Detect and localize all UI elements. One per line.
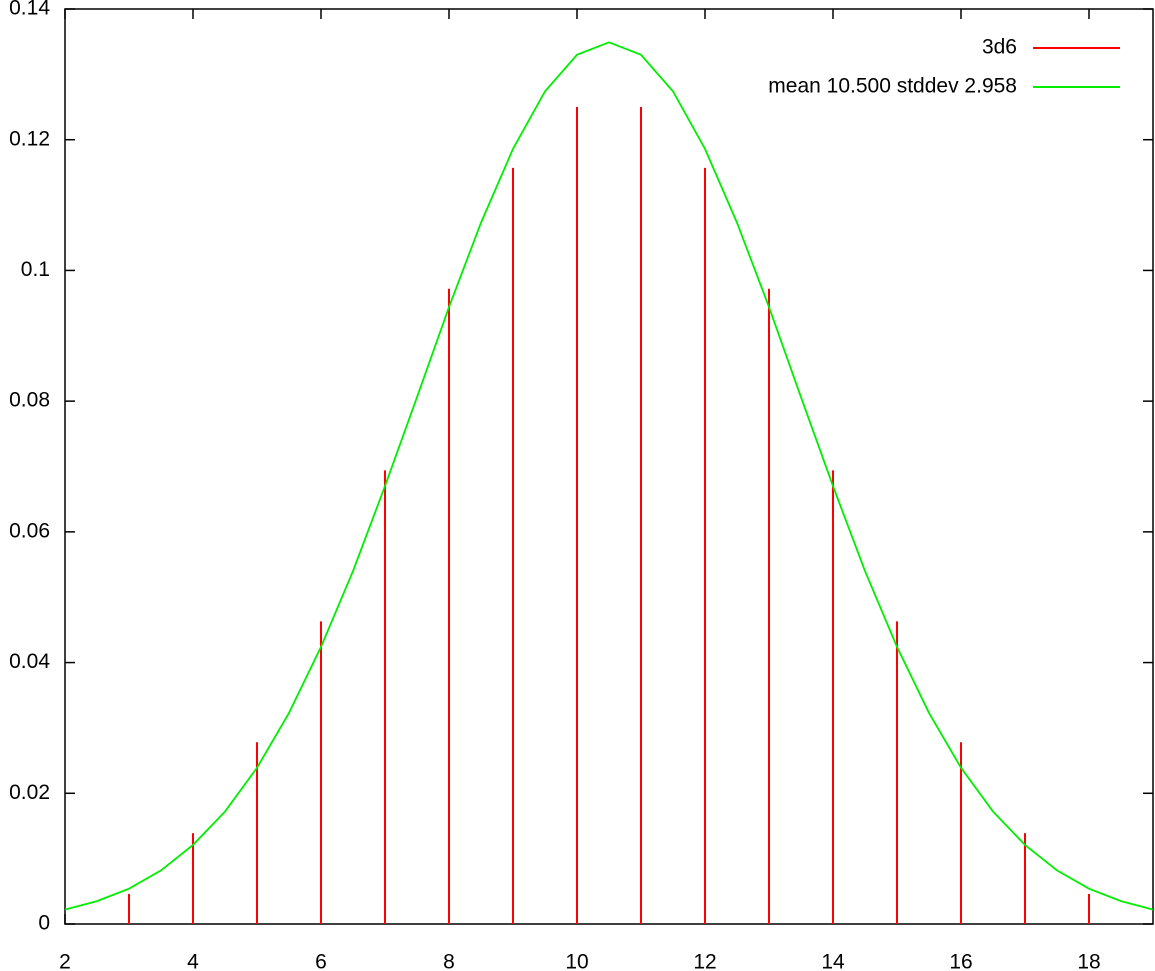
x-tick-label: 8: [443, 951, 455, 971]
x-tick-label: 18: [1077, 951, 1100, 971]
x-tick-label: 12: [693, 951, 716, 971]
y-tick-label: 0.1: [21, 258, 50, 281]
y-tick-label: 0: [38, 912, 50, 935]
y-tick-label: 0.14: [9, 0, 50, 20]
y-tick-label: 0.08: [9, 389, 50, 412]
legend-label: 3d6: [982, 36, 1017, 59]
x-tick-label: 4: [187, 951, 199, 971]
y-tick-label: 0.02: [9, 781, 50, 804]
y-tick-label: 0.04: [9, 650, 50, 673]
y-tick-label: 0.06: [9, 519, 50, 542]
legend-label: mean 10.500 stddev 2.958: [768, 75, 1017, 98]
curve: [64, 41, 1154, 911]
x-tick-label: 14: [821, 951, 845, 971]
x-tick-label: 2: [59, 951, 71, 971]
y-tick-label: 0.12: [9, 127, 50, 150]
plot-frame: [64, 8, 1154, 925]
x-tick-label: 16: [949, 951, 972, 971]
x-tick-label: 6: [315, 951, 327, 971]
x-tick-label: 10: [565, 951, 588, 971]
